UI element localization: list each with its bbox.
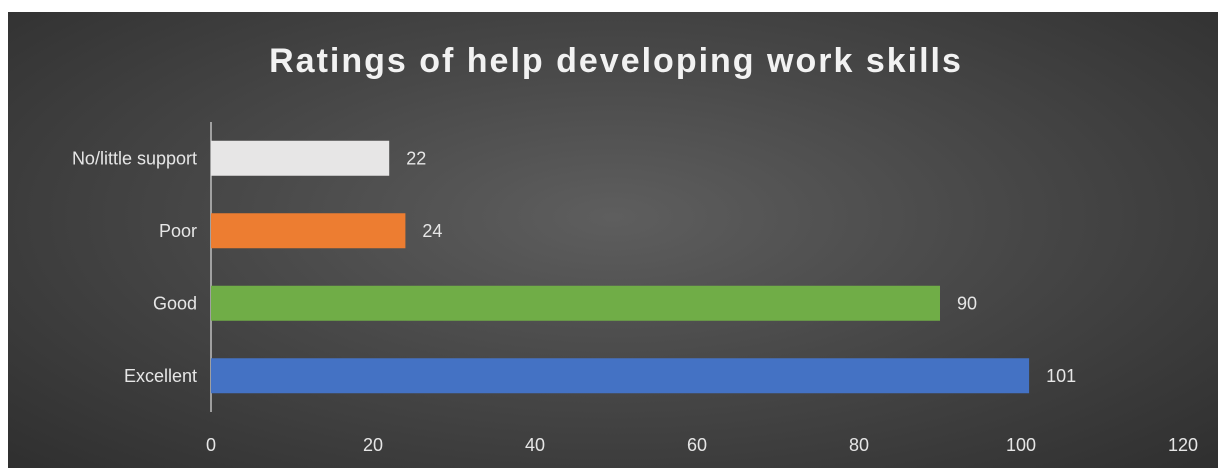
data-label: 101 [1046, 366, 1076, 386]
category-label: Excellent [124, 366, 197, 386]
category-labels: Excellent Good Poor No/little support [72, 148, 197, 386]
bar-no-little-support [211, 140, 390, 176]
bar-chart: Ratings of help developing work skills E… [72, 42, 1198, 455]
bars-layer [211, 140, 1030, 394]
data-labels: 101 90 24 22 [406, 148, 1076, 386]
x-tick-label: 80 [849, 435, 869, 455]
x-tick-label: 20 [363, 435, 383, 455]
data-label: 24 [422, 221, 442, 241]
category-label: No/little support [72, 148, 197, 168]
data-label: 90 [957, 293, 977, 313]
bar-poor [211, 213, 406, 249]
bar-excellent [211, 358, 1030, 394]
category-label: Good [153, 293, 197, 313]
chart-container: Ratings of help developing work skills E… [8, 12, 1218, 468]
x-tick-label: 40 [525, 435, 545, 455]
x-axis-tick-labels: 0 20 40 60 80 100 120 [206, 435, 1198, 455]
x-tick-label: 60 [687, 435, 707, 455]
chart-title: Ratings of help developing work skills [269, 42, 963, 80]
data-label: 22 [406, 148, 426, 168]
category-label: Poor [159, 221, 197, 241]
x-tick-label: 120 [1168, 435, 1198, 455]
x-tick-label: 0 [206, 435, 216, 455]
x-tick-label: 100 [1006, 435, 1036, 455]
bar-good [211, 285, 940, 321]
